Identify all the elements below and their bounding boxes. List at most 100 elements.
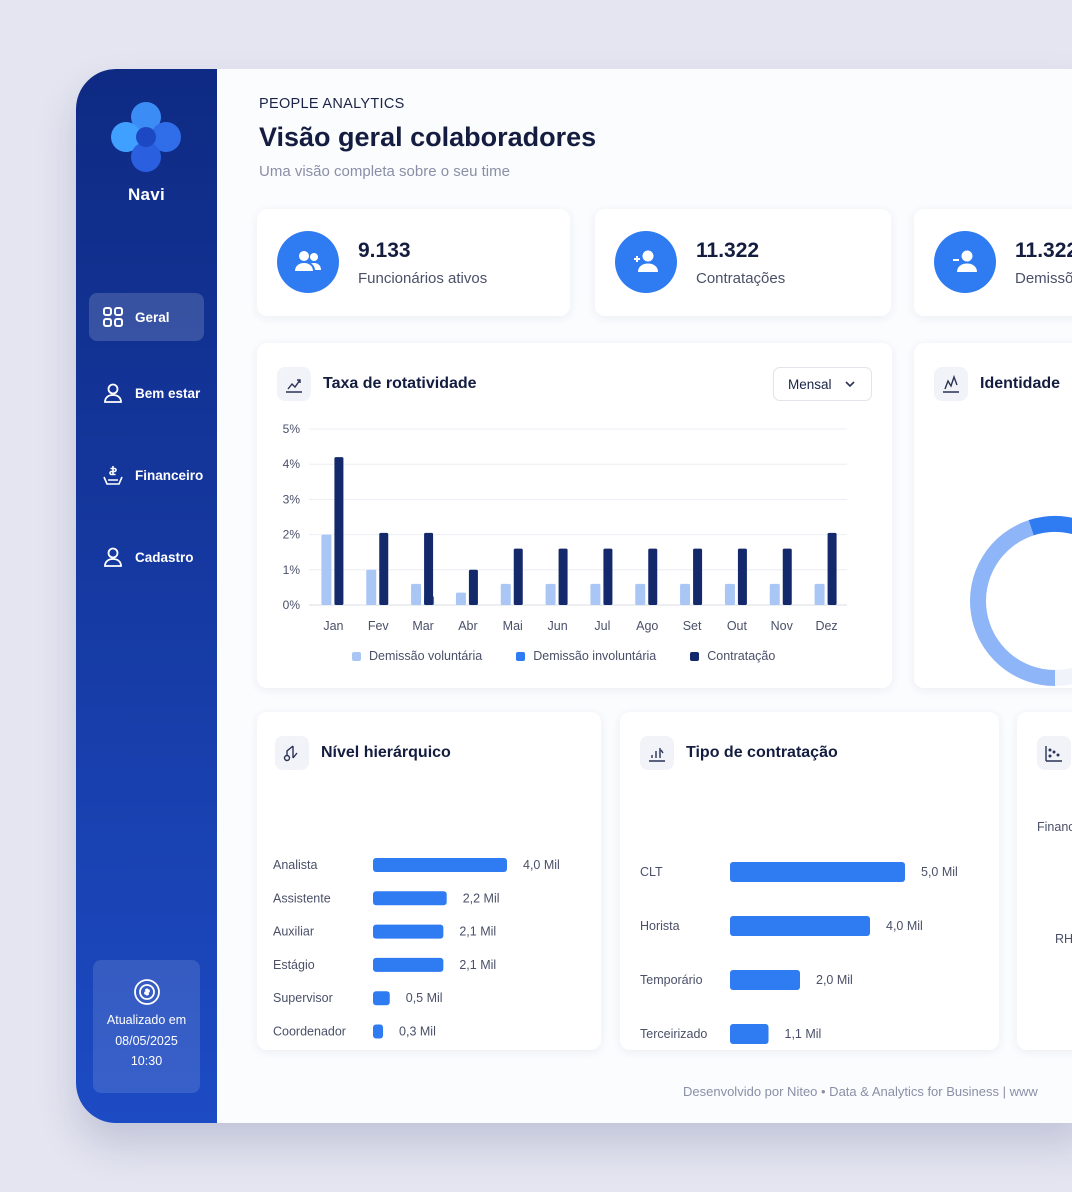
logo-icon xyxy=(110,101,182,173)
x-tick-label: Jul xyxy=(594,619,610,633)
legend-swatch xyxy=(690,651,700,661)
page-kicker: PEOPLE ANALYTICS xyxy=(259,96,405,112)
bar xyxy=(730,1024,769,1044)
update-date: 08/05/2025 xyxy=(115,1033,178,1048)
x-tick-label: Jun xyxy=(548,619,568,633)
bar xyxy=(455,592,466,605)
x-tick-label: Mai xyxy=(503,619,523,633)
bar xyxy=(334,457,344,605)
bar xyxy=(373,1024,384,1039)
period-select-value: Mensal xyxy=(788,376,832,392)
bar xyxy=(321,534,332,605)
money-hand-icon xyxy=(102,464,124,486)
footer-credit: Desenvolvido por Niteo • Data & Analytic… xyxy=(683,1084,1038,1099)
bar-category-label: Estágio xyxy=(273,958,315,972)
card-title: Identidade xyxy=(980,375,1061,392)
y-tick-label: 5% xyxy=(283,422,301,436)
bar xyxy=(373,957,444,972)
bar xyxy=(827,532,837,605)
sidebar-item-geral[interactable]: Geral xyxy=(89,293,204,341)
kpi-card-dismissals: 11.322 Demissões xyxy=(914,209,1072,316)
chart-legend: Demissão voluntária Demissão involuntári… xyxy=(352,649,775,663)
sidebar-item-bem-estar[interactable]: Bem estar xyxy=(89,369,204,417)
legend-label: Demissão involuntária xyxy=(533,649,657,663)
bar-value-label: 2,0 Mil xyxy=(816,973,853,987)
card-title: Tipo de contratação xyxy=(686,744,838,761)
x-tick-label: Jan xyxy=(323,619,343,633)
legend-label: Demissão voluntária xyxy=(369,649,483,663)
legend-swatch xyxy=(352,651,361,661)
hierarchy-chart: Analista 4,0 Mil Assistente 2,2 Mil Auxiliar… xyxy=(273,858,560,1039)
bar-value-label: 0,3 Mil xyxy=(399,1025,436,1039)
bar-value-label: 2,1 Mil xyxy=(459,958,496,972)
bar xyxy=(680,583,691,605)
y-tick-label: 4% xyxy=(283,457,301,471)
card-title: Nível hierárquico xyxy=(321,744,451,761)
user-icon xyxy=(102,546,124,568)
update-label: Atualizado em xyxy=(106,1013,187,1027)
bar xyxy=(769,583,780,605)
sidebar-item-cadastro[interactable]: Cadastro xyxy=(89,533,204,581)
legend-item: Demissão voluntária xyxy=(352,649,482,663)
bar xyxy=(411,583,422,605)
update-time: 10:30 xyxy=(130,1054,163,1068)
kpi-value: 11.322 xyxy=(1015,239,1072,262)
bar xyxy=(545,583,556,605)
bar-category-label: Temporário xyxy=(640,973,703,987)
bar xyxy=(500,583,511,605)
sidebar-item-label: Cadastro xyxy=(135,549,194,565)
y-tick-label: 1% xyxy=(283,563,301,577)
bar-chart-icon xyxy=(640,736,674,770)
kpi-label: Funcionários ativos xyxy=(358,270,488,287)
bar-value-label: 2,2 Mil xyxy=(463,891,500,905)
bar-category-label: Horista xyxy=(640,919,680,933)
department-card: Financ RH xyxy=(1017,712,1072,1050)
org-icon xyxy=(275,736,309,770)
bar-category-label: Terceirizado xyxy=(640,1027,707,1041)
x-tick-label: Dez xyxy=(815,619,837,633)
hierarchy-card: Nível hierárquico Analista 4,0 Mil Assiste… xyxy=(257,712,601,1050)
sidebar-item-financeiro[interactable]: Financeiro xyxy=(89,451,204,499)
bar-value-label: 2,1 Mil xyxy=(459,925,496,939)
turnover-chart: 0% 1% 2% 3% 4% 5% Jan Fev Mar Abr Mai Jun Jul Ago Set O… xyxy=(283,422,847,633)
kpi-card-active: 9.133 Funcionários ativos xyxy=(257,209,570,316)
x-tick-label: Fev xyxy=(368,619,390,633)
sidebar-item-label: Financeiro xyxy=(135,467,204,483)
bar xyxy=(782,548,792,605)
bar xyxy=(635,583,646,605)
x-tick-label: Out xyxy=(727,619,748,633)
update-info: Atualizado em 08/05/2025 10:30 xyxy=(93,960,200,1093)
bar xyxy=(737,548,747,605)
bar-category-label: Assistente xyxy=(273,891,331,905)
brand-name: Navi xyxy=(127,185,166,204)
kpi-label: Contratações xyxy=(696,270,786,287)
chart-line-icon xyxy=(277,367,311,401)
x-tick-label: Set xyxy=(683,619,702,633)
card-title: Taxa de rotatividade xyxy=(323,375,477,392)
app-window: Navi Geral Bem estar xyxy=(76,69,1072,1123)
bar xyxy=(558,548,568,605)
bar xyxy=(513,548,523,605)
bar-category-label: Coordenador xyxy=(273,1025,346,1039)
bar xyxy=(603,548,613,605)
bar xyxy=(814,583,825,605)
identity-donut-chart xyxy=(970,516,1072,686)
bar xyxy=(730,916,870,936)
period-select[interactable]: Mensal xyxy=(773,367,872,401)
user-icon xyxy=(102,382,124,404)
turnover-card: Taxa de rotatividade Mensal 0% 1% 2% 3% 4% 5%… xyxy=(257,343,892,688)
bar xyxy=(468,569,478,605)
bar xyxy=(373,924,444,939)
chevron-down-icon xyxy=(844,381,855,388)
kpi-label: Demissões xyxy=(1015,270,1072,287)
identity-card: Identidade xyxy=(914,343,1072,688)
bar-category-label: Supervisor xyxy=(273,991,333,1005)
bar xyxy=(730,970,800,990)
bar xyxy=(366,569,377,605)
y-tick-label: 3% xyxy=(283,492,301,506)
bar xyxy=(379,532,389,605)
page-subtitle: Uma visão completa sobre o seu time xyxy=(259,163,510,180)
bar xyxy=(724,583,735,605)
page-title: Visão geral colaboradores xyxy=(259,122,597,152)
bar-category-label: Auxiliar xyxy=(273,925,314,939)
